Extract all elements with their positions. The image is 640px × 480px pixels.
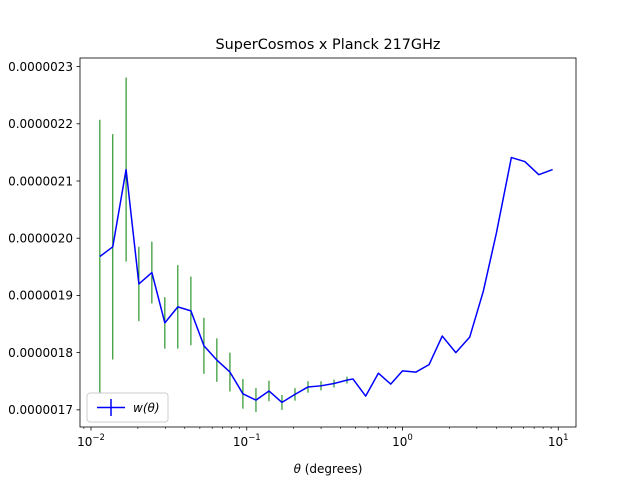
x-tick-label: 101 bbox=[548, 433, 569, 449]
legend: w(θ) bbox=[86, 392, 169, 423]
y-tick-label: 0.0000018 bbox=[8, 346, 73, 360]
y-tick-label: 0.0000019 bbox=[8, 289, 73, 303]
chart-title: SuperCosmos x Planck 217GHz bbox=[216, 37, 441, 53]
axes: 10−2 10−1 100 101 0.0000017 0.0000018 0.000001… bbox=[8, 57, 577, 449]
y-tick-label: 0.0000020 bbox=[8, 232, 73, 246]
plot-area bbox=[99, 77, 553, 413]
y-tick-label: 0.0000023 bbox=[8, 60, 73, 74]
y-tick-label: 0.0000017 bbox=[8, 403, 73, 417]
y-tick-label: 0.0000021 bbox=[8, 174, 73, 188]
y-tick-label: 0.0000022 bbox=[8, 117, 73, 131]
axes-frame bbox=[79, 57, 577, 428]
x-tick-label: 100 bbox=[392, 433, 413, 449]
x-axis-label-symbol: θ bbox=[294, 462, 302, 476]
x-axis-label-unit: (degrees) bbox=[301, 462, 362, 476]
series-line bbox=[99, 156, 553, 404]
legend-series-label: w(θ) bbox=[133, 401, 160, 415]
legend-frame bbox=[86, 392, 169, 423]
x-tick-label: 10−2 bbox=[77, 433, 105, 449]
x-axis-label: θ (degrees) bbox=[294, 462, 363, 476]
x-tick-label: 10−1 bbox=[233, 433, 261, 449]
